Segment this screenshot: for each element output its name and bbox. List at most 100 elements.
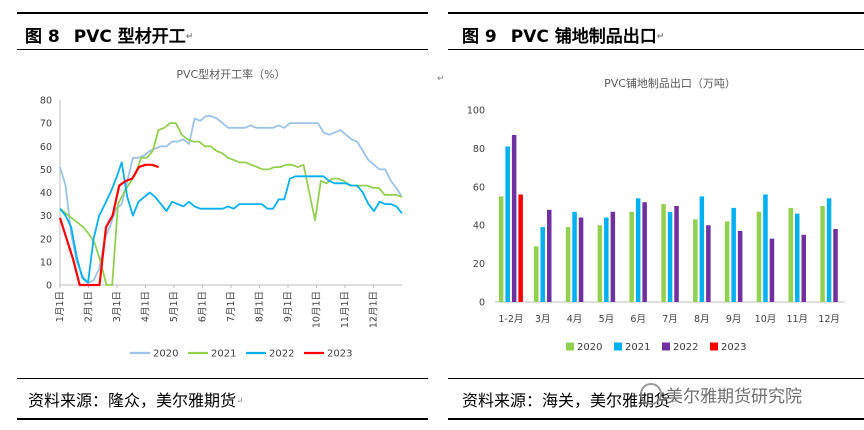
bar-2020 bbox=[661, 204, 666, 302]
figure-title: PVC 铺地制品出口 bbox=[510, 27, 657, 47]
bar-2022 bbox=[511, 135, 517, 302]
left-figure-panel: 图 8 PVC 型材开工↵ ↵ PVC型材开工率（%） 0 10 20 30 40 50 60 7… bbox=[17, 12, 445, 420]
watermark: 美尔雅期货研究院 bbox=[640, 382, 802, 407]
top-rule bbox=[448, 12, 864, 14]
bar-2021 bbox=[604, 217, 609, 302]
bar-2020 bbox=[693, 219, 698, 302]
legend-label-2021: 2021 bbox=[625, 342, 650, 353]
y-tick-label: 30 bbox=[40, 211, 52, 222]
figure-number: 图 8 bbox=[25, 27, 60, 47]
bar-2020 bbox=[629, 211, 634, 302]
bar-2022 bbox=[547, 209, 552, 302]
bar-2021 bbox=[699, 196, 705, 302]
bar-2022 bbox=[674, 206, 679, 302]
x-tick-label: 2月1日 bbox=[84, 291, 95, 322]
bar-2023 bbox=[518, 194, 523, 302]
source-rule bbox=[448, 378, 864, 379]
bottom-rule bbox=[17, 418, 428, 420]
legend-label-2023: 2023 bbox=[721, 342, 746, 353]
y-tick-label: 40 bbox=[40, 188, 52, 199]
bar-2021 bbox=[635, 198, 641, 302]
chart-title: PVC铺地制品出口（万吨） bbox=[604, 76, 736, 90]
bar-2020 bbox=[534, 246, 539, 302]
legend-swatch-2021 bbox=[614, 342, 622, 351]
legend-label-2021: 2021 bbox=[211, 349, 236, 360]
series-line-2023 bbox=[58, 163, 160, 287]
source-rule bbox=[17, 378, 428, 379]
bar-2022 bbox=[578, 217, 584, 302]
bar-2021 bbox=[540, 227, 545, 302]
bar-2020 bbox=[597, 225, 603, 302]
x-tick-label: 8月1日 bbox=[255, 291, 266, 322]
header-rule bbox=[448, 49, 864, 50]
pvc-flooring-export-chart: PVC铺地制品出口（万吨） 0 20 40 60 80 100 1-2月 3月 4月 5月 6月 7月 8… bbox=[467, 76, 845, 353]
y-tick-label: 10 bbox=[40, 257, 52, 268]
bar-2021 bbox=[731, 207, 736, 302]
legend-swatch-2022 bbox=[662, 342, 670, 351]
legend-swatch-2020 bbox=[566, 342, 574, 351]
x-tick-label: 3月 bbox=[535, 314, 551, 325]
bar-2022 bbox=[642, 202, 647, 302]
bar-2020 bbox=[820, 206, 825, 302]
header-rule bbox=[17, 49, 428, 50]
watermark-text: 美尔雅期货研究院 bbox=[666, 387, 802, 407]
x-tick-label: 4月 bbox=[567, 314, 583, 325]
paragraph-mark-icon: ↵ bbox=[236, 396, 244, 407]
legend-label-2022: 2022 bbox=[269, 349, 294, 360]
bar-2021 bbox=[795, 213, 800, 302]
x-tick-label: 5月 bbox=[599, 314, 615, 325]
legend-label-2022: 2022 bbox=[673, 342, 698, 353]
bar-2020 bbox=[565, 227, 571, 302]
bar-2022 bbox=[801, 234, 806, 302]
y-tick-label: 60 bbox=[40, 142, 52, 153]
top-rule bbox=[17, 12, 428, 14]
x-tick-label: 11月 bbox=[786, 314, 808, 325]
figure-8-header: 图 8 PVC 型材开工↵ bbox=[25, 22, 193, 47]
bar-2020 bbox=[788, 207, 793, 302]
x-tick-label: 12月1日 bbox=[369, 291, 380, 328]
x-tick-label: 6月 bbox=[630, 314, 646, 325]
y-tick-label: 40 bbox=[473, 221, 485, 232]
x-tick-label: 10月1日 bbox=[312, 291, 323, 328]
bar-2022 bbox=[706, 225, 711, 302]
chart-title: PVC型材开工率（%） bbox=[176, 67, 285, 81]
wechat-logo-icon bbox=[640, 383, 662, 405]
bar-2021 bbox=[667, 211, 673, 302]
source-note: 资料来源：海关，美尔雅期货↵ bbox=[462, 387, 678, 411]
bar-2020 bbox=[498, 196, 504, 302]
source-note: 资料来源：隆众，美尔雅期货↵ bbox=[28, 387, 244, 411]
bar-2022 bbox=[737, 231, 743, 302]
source-text: 资料来源：海关，美尔雅期货 bbox=[462, 391, 671, 410]
bar-2020 bbox=[756, 211, 762, 302]
legend-swatch-2023 bbox=[710, 342, 718, 351]
x-tick-label: 1月1日 bbox=[55, 291, 66, 322]
x-tick-label: 9月1日 bbox=[283, 291, 294, 322]
bar-2021 bbox=[826, 198, 832, 302]
pvc-profile-operating-rate-chart: PVC型材开工率（%） 0 10 20 30 40 50 60 70 80 1月1日 2月1日 3月1日… bbox=[40, 67, 403, 360]
bar-2021 bbox=[505, 146, 510, 302]
legend-label-2020: 2020 bbox=[577, 342, 602, 353]
y-tick-label: 80 bbox=[473, 144, 485, 155]
x-tick-label: 3月1日 bbox=[112, 291, 123, 322]
x-tick-label: 12月 bbox=[818, 314, 840, 325]
legend-label-2023: 2023 bbox=[327, 349, 352, 360]
x-tick-label: 5月1日 bbox=[169, 291, 180, 322]
y-tick-label: 20 bbox=[473, 259, 485, 270]
x-tick-label: 7月1日 bbox=[226, 291, 237, 322]
y-tick-label: 70 bbox=[40, 119, 52, 130]
x-tick-label: 6月1日 bbox=[198, 291, 209, 322]
paragraph-mark-icon: ↵ bbox=[185, 32, 194, 42]
x-tick-label: 10月 bbox=[755, 314, 777, 325]
x-tick-label: 7月 bbox=[662, 314, 678, 325]
figure-number: 图 9 bbox=[462, 27, 497, 47]
bar-2021 bbox=[572, 211, 577, 302]
y-tick-label: 20 bbox=[40, 234, 52, 245]
bar-2021 bbox=[763, 194, 768, 302]
x-tick-label: 1-2月 bbox=[498, 314, 523, 325]
bar-2020 bbox=[724, 221, 730, 302]
y-tick-label: 100 bbox=[467, 106, 485, 117]
x-tick-label: 8月 bbox=[694, 314, 710, 325]
y-tick-label: 0 bbox=[479, 298, 485, 309]
bar-2022 bbox=[610, 211, 616, 302]
bar-2022 bbox=[769, 238, 775, 302]
